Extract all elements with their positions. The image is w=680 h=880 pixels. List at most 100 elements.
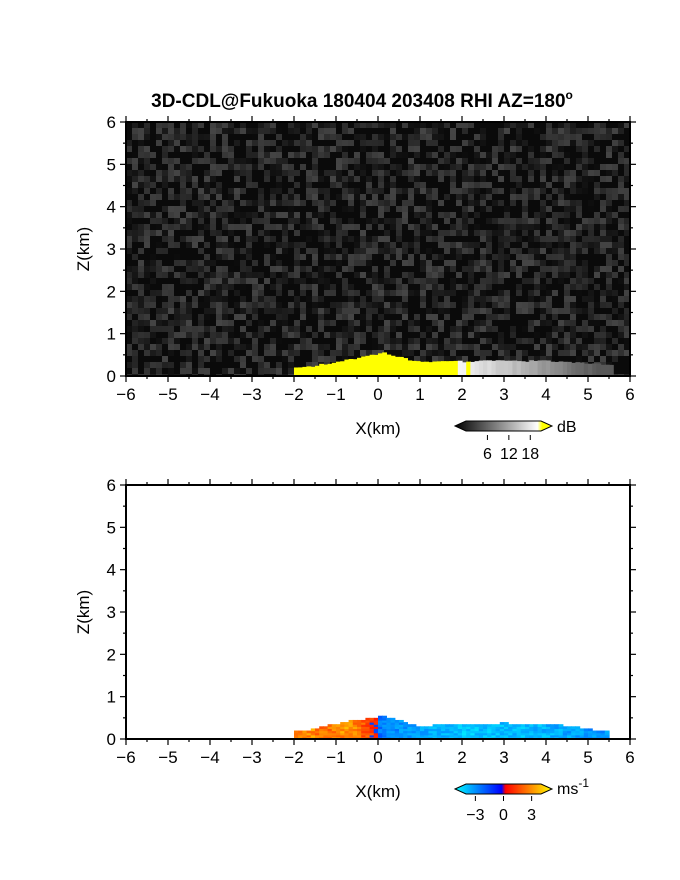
velocity-x-tick-label: 5 [583,748,592,767]
snr-noise-cell [432,278,438,284]
snr-echo-cell [600,364,606,376]
snr-echo-layer [294,352,614,376]
velocity-echo-cell [394,734,400,738]
snr-noise-cell [234,356,240,362]
velocity-echo-cell [386,726,392,730]
snr-noise-cell [522,308,528,314]
snr-noise-cell [498,260,504,266]
snr-noise-cell [576,344,582,350]
snr-noise-cell [312,278,318,284]
velocity-echo-cell [344,728,350,732]
velocity-echo-cell [579,734,585,738]
snr-noise-cell [222,218,228,224]
snr-noise-cell [180,146,186,152]
velocity-echo-cell [504,732,509,736]
velocity-echo-cell [331,734,337,738]
snr-y-tick-label: 5 [107,155,116,174]
snr-noise-cell [528,260,534,266]
snr-noise-cell [576,230,582,236]
snr-noise-cell [450,332,456,338]
velocity-echo-cell [512,732,518,736]
snr-noise-cell [378,176,384,182]
snr-noise-cell [126,284,132,290]
snr-noise-cell [612,140,618,146]
snr-noise-cell [414,128,420,134]
snr-noise-cell [216,122,222,128]
velocity-echo-cell [424,732,429,736]
snr-noise-cell [480,206,486,212]
snr-noise-cell [600,230,606,236]
snr-noise-cell [270,200,276,206]
snr-noise-cell [480,284,486,290]
snr-noise-cell [498,290,504,296]
snr-noise-cell [546,206,552,212]
snr-noise-cell [558,224,564,230]
snr-noise-cell [270,344,276,350]
snr-noise-cell [318,212,324,218]
snr-noise-cell [294,152,300,158]
snr-noise-cell [144,266,150,272]
velocity-echo-cell [533,726,539,730]
snr-noise-cell [468,182,474,188]
velocity-echo-cell [310,736,316,739]
snr-noise-cell [360,218,366,224]
velocity-echo-cell [554,726,560,730]
velocity-echo-cell [483,734,488,738]
chart-title-text: 3D-CDL@Fukuoka 180404 203408 RHI AZ=180 [151,91,565,112]
snr-noise-cell [180,170,186,176]
snr-noise-cell [582,296,588,302]
snr-noise-cell [444,194,450,200]
snr-noise-cell [138,194,144,200]
snr-noise-cell [594,242,600,248]
velocity-echo-cell [369,730,375,734]
snr-noise-cell [462,344,468,350]
velocity-echo-cell [365,719,371,723]
velocity-echo-cell [487,728,492,732]
snr-noise-cell [540,206,546,212]
snr-noise-cell [144,296,150,302]
snr-noise-cell [336,218,342,224]
snr-noise-cell [570,302,576,308]
snr-noise-cell [594,212,600,218]
velocity-echo-cell [583,734,589,738]
snr-noise-cell [390,146,396,152]
snr-noise-cell [414,344,420,350]
velocity-x-tick-label: −4 [200,748,219,767]
snr-noise-cell [132,308,138,314]
snr-noise-cell [132,170,138,176]
snr-noise-cell [360,122,366,128]
snr-noise-cell [336,182,342,188]
velocity-echo-layer [294,715,610,739]
snr-noise-cell [288,206,294,212]
velocity-echo-cell [361,726,366,730]
snr-noise-cell [354,152,360,158]
snr-noise-cell [588,140,594,146]
snr-noise-cell [306,122,312,128]
snr-noise-cell [558,350,564,356]
snr-noise-cell [138,266,144,272]
snr-noise-cell [522,236,528,242]
snr-noise-cell [312,356,318,362]
snr-y-axis-label: Z(km) [74,227,93,271]
snr-noise-cell [342,194,348,200]
snr-noise-cell [420,164,426,170]
snr-noise-cell [264,146,270,152]
snr-echo-cell [533,360,539,376]
velocity-echo-cell [382,719,387,723]
velocity-echo-cell [558,728,564,732]
snr-noise-cell [336,242,342,248]
snr-noise-cell [390,182,396,188]
snr-noise-cell [600,176,606,182]
snr-noise-cell [126,350,132,356]
velocity-echo-cell [470,728,476,732]
snr-noise-cell [624,122,630,128]
snr-noise-cell [498,242,504,248]
velocity-echo-cell [525,724,530,727]
snr-noise-cell [486,224,492,230]
snr-noise-cell [408,134,414,140]
snr-noise-cell [186,302,192,308]
snr-noise-cell [192,176,198,182]
snr-noise-cell [570,128,576,134]
snr-noise-cell [288,362,294,368]
snr-noise-cell [534,254,540,260]
